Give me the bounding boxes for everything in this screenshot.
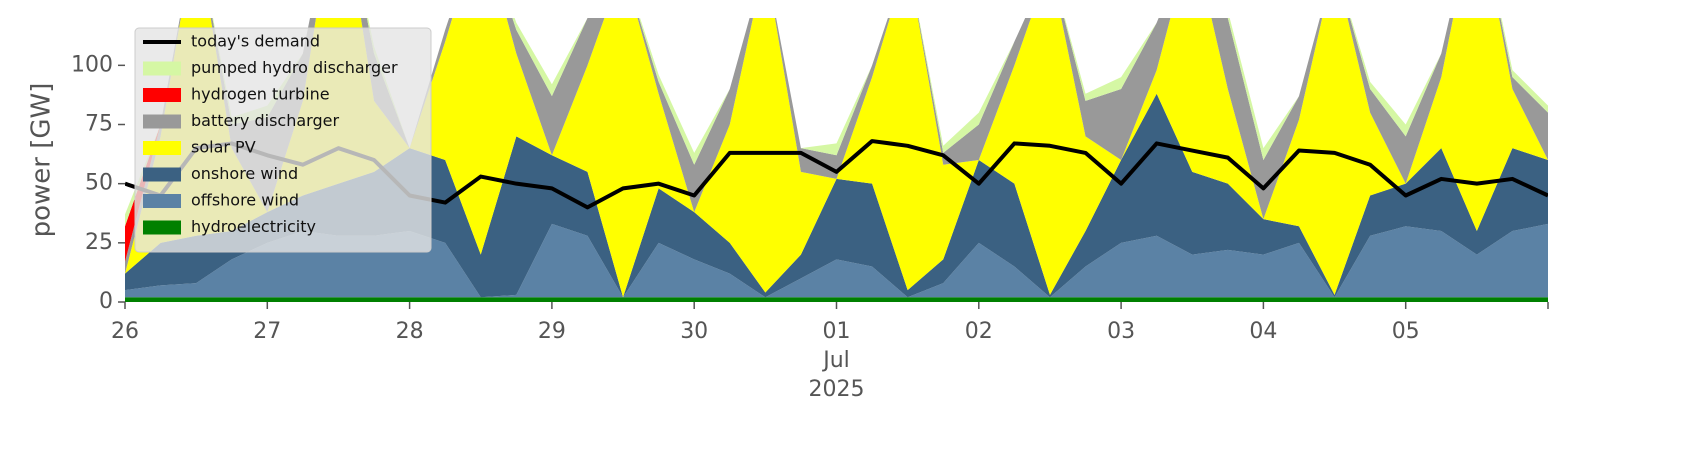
x-tick-label: 29 [538,319,566,344]
legend-label: hydroelectricity [191,217,316,236]
x-tick-label: 04 [1249,319,1277,344]
legend-swatch [143,61,181,76]
y-tick-label: 25 [85,230,113,255]
legend-label: solar PV [191,138,256,157]
axes: 0 25 50 75 100 26 27 28 29 30 01 02 03 04 05 Jul 2025 [71,52,1549,402]
x-tick-label: 28 [396,319,424,344]
x-tick-label: 30 [680,319,708,344]
y-tick-label: 100 [71,52,113,77]
legend-box [134,27,432,253]
plot-area [125,18,1548,302]
y-tick-label: 75 [85,112,113,137]
legend-label: today's demand [191,32,320,51]
x-tick-label: 03 [1107,319,1135,344]
legend-swatch [143,167,181,182]
x-tick-label: 26 [111,319,139,344]
area [125,18,1548,298]
legend: today's demand pumped hydro discharger hyd… [134,27,432,253]
legend-label: hydrogen turbine [191,85,330,104]
legend-label: pumped hydro discharger [191,58,398,77]
y-tick-label: 50 [85,171,113,196]
legend-label: battery discharger [191,111,339,130]
area [125,223,1548,298]
x-tick-label: 01 [823,319,851,344]
legend-swatch [143,88,181,102]
x-month-label: Jul [821,348,850,373]
x-tick-label: 02 [965,319,993,344]
area [125,297,1548,302]
legend-swatch [143,141,181,155]
x-year-label: 2025 [809,377,865,402]
x-tick-label: 27 [253,319,281,344]
legend-label: onshore wind [191,164,298,183]
legend-swatch [143,114,181,129]
y-axis-label: power [GW] [27,83,57,238]
y-tick-label: 0 [99,289,113,314]
legend-swatch [143,220,181,235]
area [125,93,1548,298]
legend-label: offshore wind [191,191,299,210]
legend-swatch [143,194,181,208]
x-tick-label: 05 [1392,319,1420,344]
